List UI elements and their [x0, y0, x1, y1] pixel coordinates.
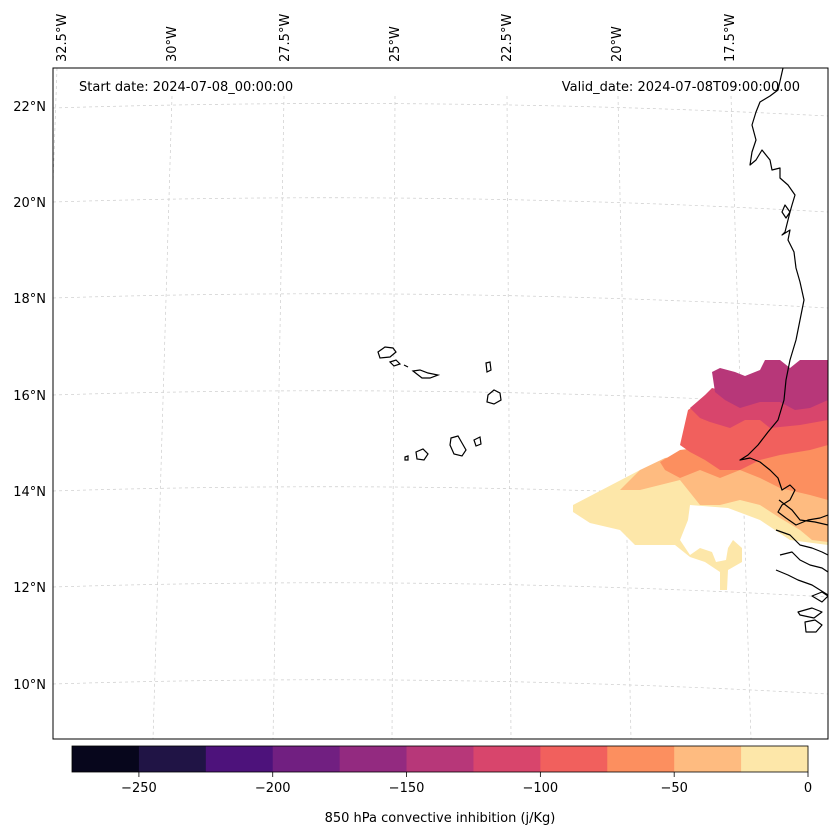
lon-label: 20°W: [610, 26, 625, 62]
island-fogo: [415, 448, 429, 461]
colorbar-swatch: [138, 746, 207, 772]
island-maio: [473, 436, 482, 447]
colorbar-swatch: [607, 746, 675, 772]
island-sao-vicente: [388, 359, 402, 367]
lon-label: 27.5°W: [278, 14, 293, 62]
colorbar-swatch: [674, 746, 742, 772]
colorbar-swatch: [272, 746, 341, 772]
colorbar-tick-label: −250: [121, 781, 157, 796]
cin-contours: [573, 360, 828, 590]
parallel-gridlines: [53, 103, 828, 695]
island-sao-nicolau: [411, 369, 441, 379]
colorbar-swatch: [540, 746, 608, 772]
island-boa-vista: [486, 389, 502, 405]
island-santa-luzia: [403, 364, 409, 368]
contour-band-minus125-to-minus150: [712, 360, 828, 410]
lon-label: 30°W: [165, 26, 180, 62]
lat-label: 12°N: [13, 581, 46, 596]
meridian-gridlines: [53, 68, 752, 739]
colorbar-swatch: [473, 746, 541, 772]
lat-label: 10°N: [13, 678, 46, 693]
colorbar-swatch: [205, 746, 274, 772]
island-santo-antao: [377, 346, 397, 359]
colorbar-swatch: [741, 746, 809, 772]
lat-label: 20°N: [13, 196, 46, 211]
lat-label: 14°N: [13, 485, 46, 500]
start-date-annotation: Start date: 2024-07-08_00:00:00: [79, 80, 293, 95]
lon-label: 32.5°W: [55, 14, 70, 62]
lon-label: 22.5°W: [500, 14, 515, 62]
colorbar-tick-label: −200: [255, 781, 291, 796]
longitude-labels: 32.5°W 30°W 27.5°W 25°W 22.5°W 20°W 17.5…: [55, 14, 738, 62]
colorbar-swatch: [406, 746, 474, 772]
cape-verde-islands: [377, 346, 502, 461]
colorbar-tick-label: −150: [389, 781, 425, 796]
colorbar-swatches: [72, 746, 809, 772]
lat-label: 18°N: [13, 292, 46, 307]
colorbar-frame: [71, 745, 809, 773]
lat-label: 16°N: [13, 389, 46, 404]
coastline: [739, 68, 828, 633]
map-frame: [52, 67, 829, 740]
island-santiago: [449, 435, 467, 457]
colorbar-swatch: [72, 746, 140, 772]
valid-date-annotation: Valid_date: 2024-07-08T09:00:00.00: [562, 80, 800, 95]
lon-label: 25°W: [388, 26, 403, 62]
latitude-labels: 22°N 20°N 18°N 16°N 14°N 12°N 10°N: [13, 100, 46, 693]
colorbar-swatch: [339, 746, 408, 772]
colorbar-ticks: −250 −200 −150 −100 −50 0: [121, 772, 812, 796]
colorbar-tick-label: −50: [660, 781, 687, 796]
colorbar: −250 −200 −150 −100 −50 0 850 hPa convective …: [71, 745, 812, 826]
colorbar-tick-label: −100: [523, 781, 559, 796]
island-sal: [485, 361, 492, 373]
island-brava: [404, 455, 409, 461]
lon-label: 17.5°W: [723, 14, 738, 62]
lat-label: 22°N: [13, 100, 46, 115]
colorbar-label: 850 hPa convective inhibition (j/Kg): [325, 811, 556, 826]
colorbar-tick-label: 0: [804, 781, 812, 796]
